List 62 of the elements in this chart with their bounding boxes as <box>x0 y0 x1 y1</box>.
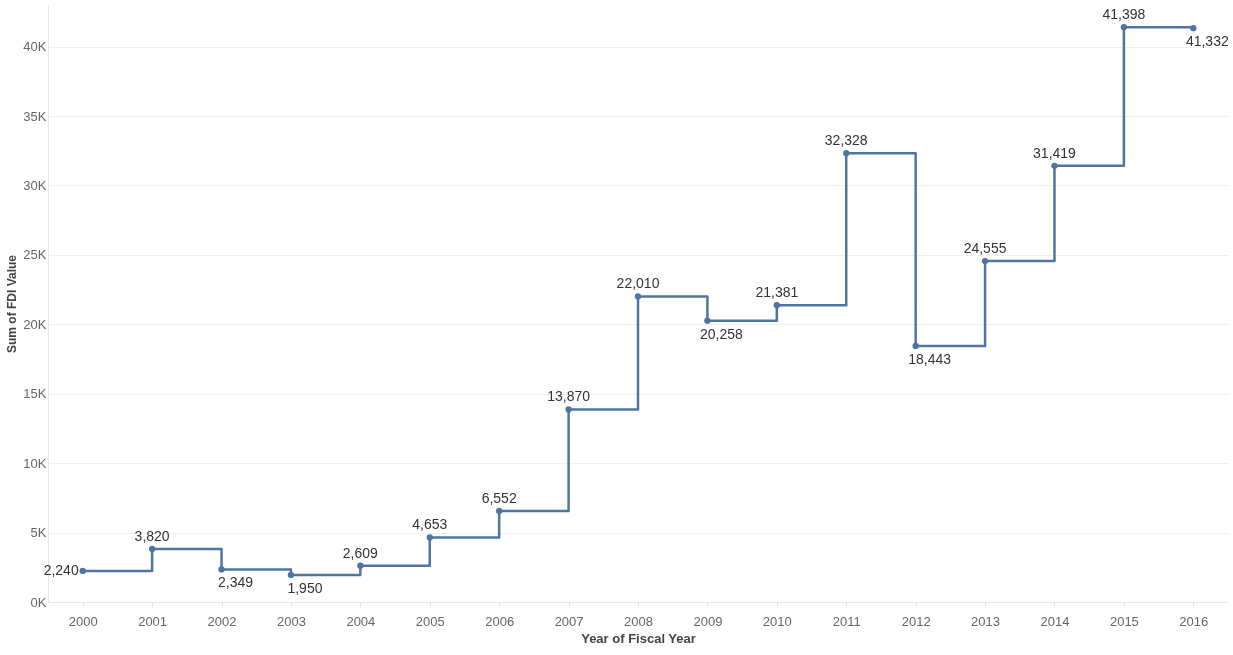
text: 3,820 <box>134 527 170 544</box>
text: 6,552 <box>481 490 517 507</box>
text: 22,010 <box>616 275 660 292</box>
point <box>496 507 503 515</box>
y-tick-label: 35K <box>23 108 47 124</box>
point <box>79 567 86 575</box>
x-tick-label: 2015 <box>1109 613 1139 629</box>
y-tick-label: 0K <box>30 594 47 610</box>
x-tick-label: 2010 <box>762 613 792 629</box>
x-tick-label: 2016 <box>1179 613 1209 629</box>
y-tick-label: 30K <box>23 177 47 193</box>
x-tick-label: 2011 <box>832 613 861 629</box>
y-tick-label: 40K <box>23 39 47 55</box>
y-tick-label: 5K <box>30 525 47 541</box>
point <box>981 257 989 265</box>
x-tick-label: 2009 <box>693 613 723 629</box>
point <box>843 150 850 157</box>
x-tick-label: 2005 <box>415 613 445 629</box>
y-axis-title: Sum of FDI Value <box>5 254 20 354</box>
point <box>634 293 642 300</box>
x-tick-label: 2006 <box>485 613 515 629</box>
text: 13,870 <box>547 388 590 405</box>
point <box>287 571 295 579</box>
text: 21,381 <box>755 284 799 301</box>
x-tick-label: 2007 <box>554 613 584 629</box>
y-tick-label: 25K <box>23 247 47 263</box>
text: 2,349 <box>218 574 254 591</box>
y-tick-label: 20K <box>23 316 47 332</box>
x-tick-label: 2012 <box>901 613 931 629</box>
text: 2,609 <box>342 544 378 561</box>
x-tick-label: 2000 <box>68 613 98 629</box>
y-tick-label: 15K <box>23 386 47 402</box>
point <box>704 317 711 324</box>
point <box>1190 25 1197 32</box>
text: 4,653 <box>412 516 448 533</box>
point <box>426 534 433 541</box>
text: 31,419 <box>1033 144 1076 161</box>
y-tick-label: 10K <box>23 455 47 471</box>
point <box>1051 162 1058 169</box>
text: 18,443 <box>908 350 952 367</box>
x-tick-label: 2003 <box>276 613 306 629</box>
text: 24,555 <box>963 240 1007 257</box>
point <box>565 406 572 413</box>
point <box>148 545 156 553</box>
x-tick-label: 2004 <box>346 613 376 629</box>
text: 41,332 <box>1185 33 1229 50</box>
x-tick-label: 2001 <box>138 613 168 629</box>
x-tick-label: 2013 <box>971 613 1001 629</box>
point <box>218 566 225 573</box>
text: 20,258 <box>700 325 743 342</box>
point <box>773 302 780 309</box>
text: 32,328 <box>824 132 868 149</box>
text: 41,398 <box>1102 6 1146 23</box>
point <box>912 342 919 350</box>
text: 2,240 <box>43 561 79 578</box>
x-tick-label: 2008 <box>624 613 653 629</box>
text: 1,950 <box>287 579 323 596</box>
point <box>1120 24 1128 31</box>
point <box>357 562 364 569</box>
x-tick-label: 2002 <box>207 613 237 629</box>
x-axis-title: Year of Fiscal Year <box>581 630 696 646</box>
x-tick-label: 2014 <box>1040 613 1070 629</box>
